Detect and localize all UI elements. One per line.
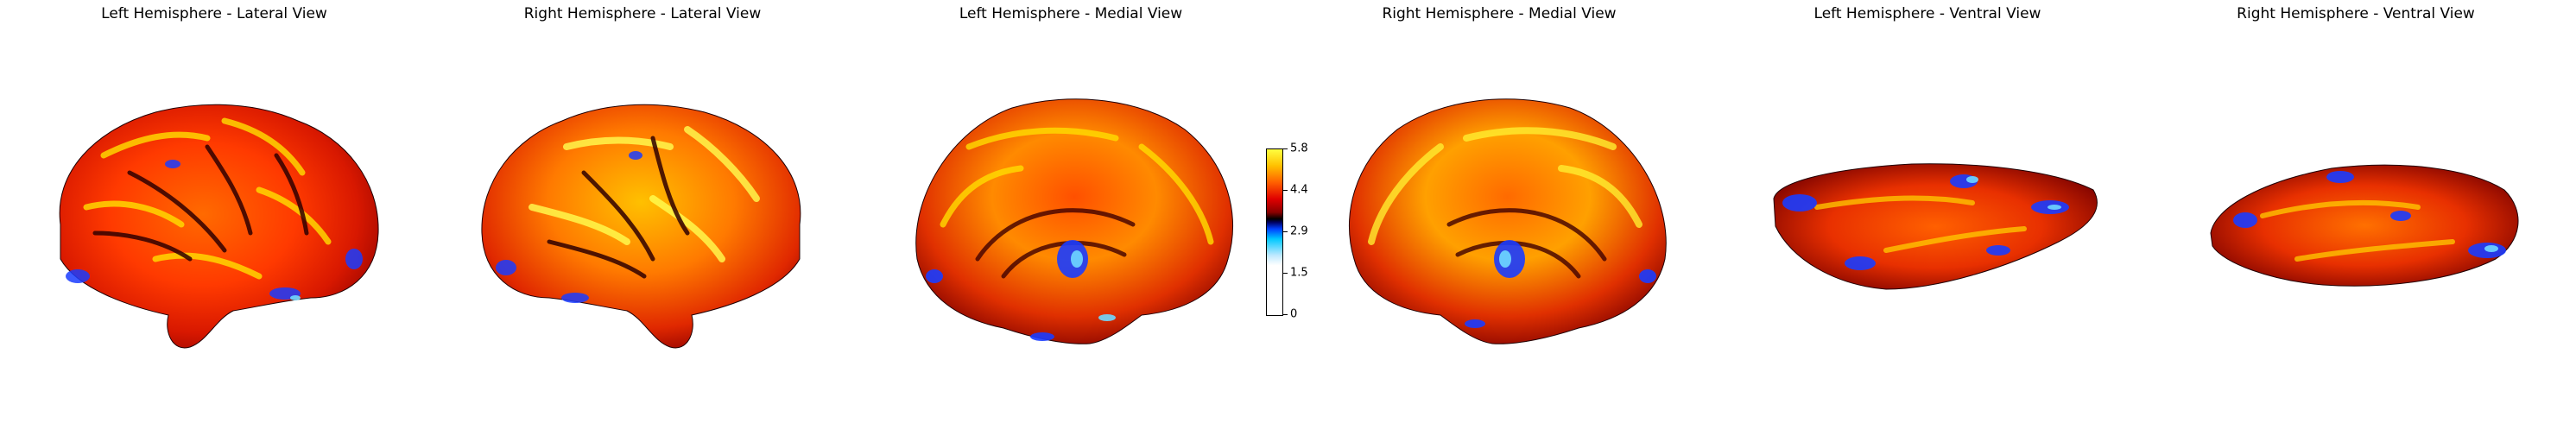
panel-title: Left Hemisphere - Ventral View [1813,5,2041,22]
colorbar-tick [1283,273,1288,274]
panel-left-lateral: Left Hemisphere - Lateral View [0,0,428,442]
colorbar-tick-label: 4.4 [1290,183,1308,197]
colorbar-tick-label: 1.5 [1290,266,1308,280]
colorbar-tick [1283,314,1288,315]
panel-right-medial: Right Hemisphere - Medial View [1285,0,1713,442]
panel-title: Right Hemisphere - Ventral View [2237,5,2475,22]
panel-title: Right Hemisphere - Lateral View [523,5,762,22]
colorbar-tick [1283,190,1288,191]
colorbar-tick [1283,231,1288,232]
panel-title: Left Hemisphere - Lateral View [101,5,327,22]
panel-right-lateral: Right Hemisphere - Lateral View [428,0,857,442]
brain-left-ventral [1773,163,2098,290]
brain-right-medial [1349,98,1667,344]
brain-left-medial [915,98,1233,344]
colorbar-tick-label: 0 [1290,307,1298,321]
colorbar-tick-label: 2.9 [1290,224,1308,238]
brain-left-lateral [59,104,379,349]
panel-right-ventral: Right Hemisphere - Ventral View [2142,0,2570,442]
brain-right-ventral [2210,164,2519,287]
panel-left-medial: Left Hemisphere - Medial View [857,0,1285,442]
colorbar-tick [1283,148,1288,149]
panel-title: Right Hemisphere - Medial View [1382,5,1617,22]
colorbar: 5.8 4.4 2.9 1.5 0 [1266,142,1308,321]
panel-left-ventral: Left Hemisphere - Ventral View [1713,0,2142,442]
panel-title: Left Hemisphere - Medial View [959,5,1183,22]
colorbar-gradient [1266,148,1283,316]
brain-right-lateral [481,104,801,349]
colorbar-tick-label: 5.8 [1290,142,1308,155]
